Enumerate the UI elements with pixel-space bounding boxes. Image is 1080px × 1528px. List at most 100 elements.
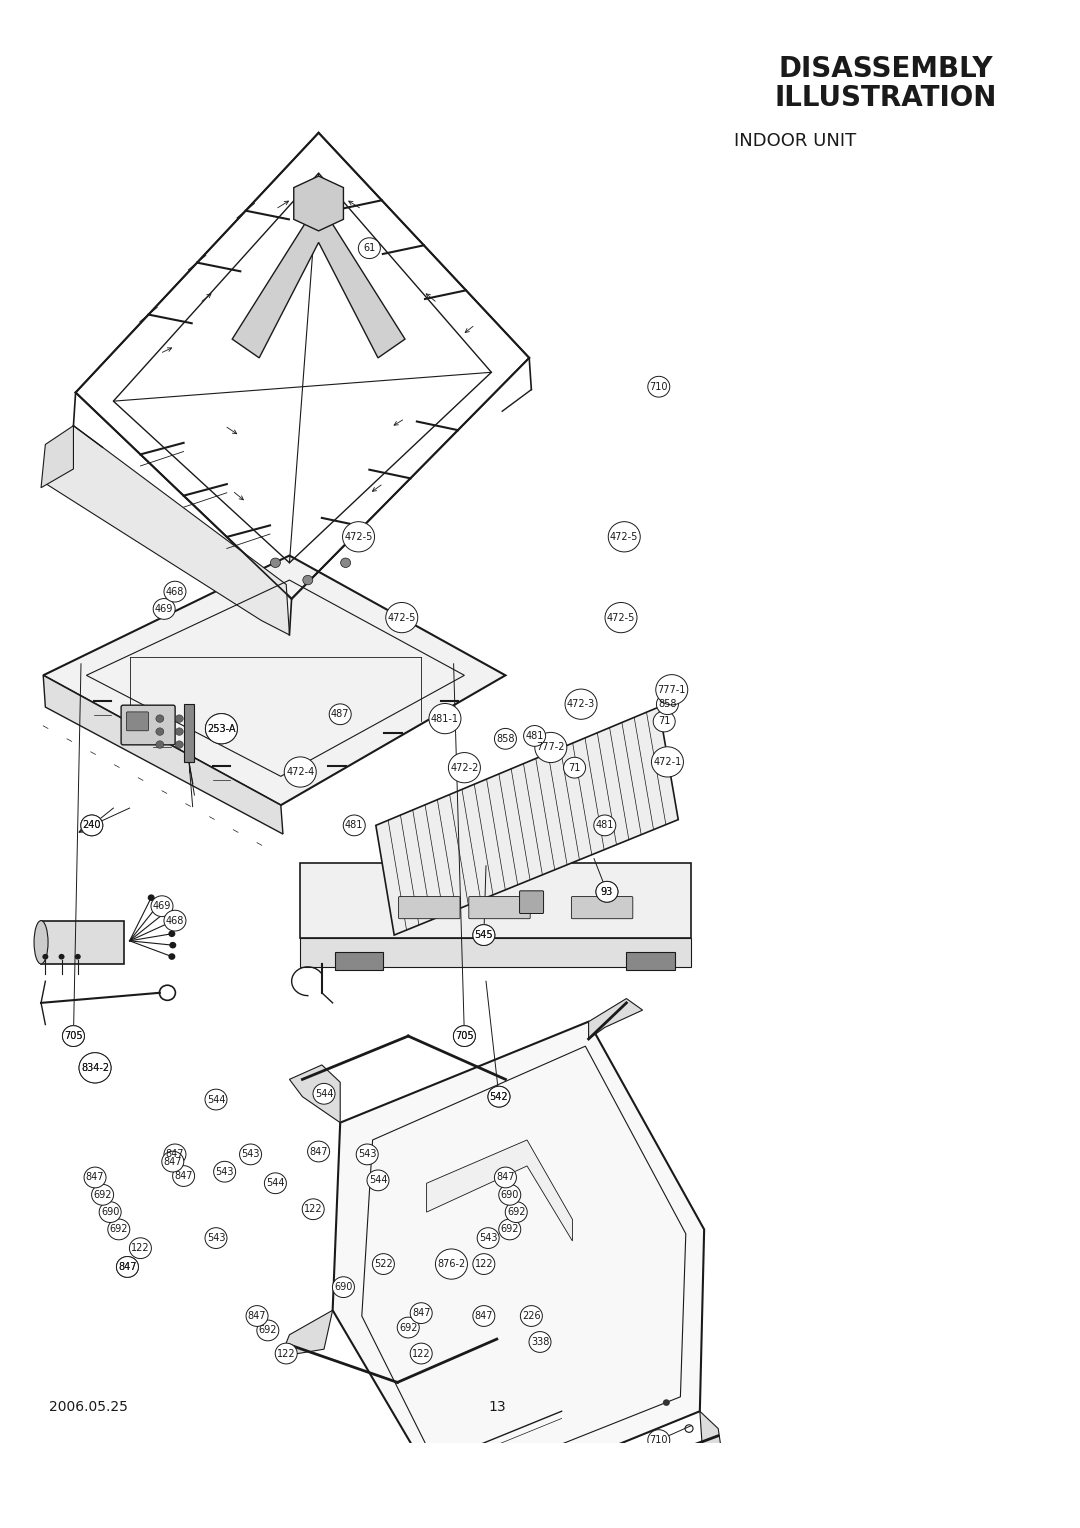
Circle shape xyxy=(454,1025,475,1047)
Circle shape xyxy=(373,1253,394,1274)
Text: 847: 847 xyxy=(247,1311,267,1322)
Circle shape xyxy=(79,1053,111,1083)
Circle shape xyxy=(342,521,375,552)
Text: 468: 468 xyxy=(165,587,185,596)
Text: 847: 847 xyxy=(85,1172,105,1183)
Text: 542: 542 xyxy=(489,1091,509,1102)
Text: 710: 710 xyxy=(649,1435,669,1445)
FancyBboxPatch shape xyxy=(571,897,633,918)
Text: 777-2: 777-2 xyxy=(537,743,565,752)
Text: 692: 692 xyxy=(258,1325,278,1335)
Circle shape xyxy=(608,521,640,552)
Circle shape xyxy=(657,694,678,715)
Circle shape xyxy=(156,715,164,723)
Circle shape xyxy=(473,1305,495,1326)
Text: 692: 692 xyxy=(399,1323,418,1332)
Text: 481: 481 xyxy=(525,730,544,741)
Circle shape xyxy=(240,1144,261,1164)
Text: 847: 847 xyxy=(309,1146,328,1157)
Circle shape xyxy=(164,1144,186,1164)
Circle shape xyxy=(214,1161,235,1183)
Text: 122: 122 xyxy=(131,1244,150,1253)
Text: 542: 542 xyxy=(489,1091,509,1102)
Polygon shape xyxy=(589,999,643,1039)
Circle shape xyxy=(488,1086,510,1108)
Text: 705: 705 xyxy=(64,1031,83,1041)
Circle shape xyxy=(153,599,175,619)
Text: 71: 71 xyxy=(568,762,581,773)
Circle shape xyxy=(99,1201,121,1222)
Circle shape xyxy=(161,909,168,917)
Circle shape xyxy=(356,1144,378,1164)
Circle shape xyxy=(594,814,616,836)
Circle shape xyxy=(454,1025,475,1047)
Circle shape xyxy=(265,1174,286,1193)
Circle shape xyxy=(596,882,618,902)
Circle shape xyxy=(79,1053,111,1083)
Circle shape xyxy=(84,1167,106,1187)
Polygon shape xyxy=(41,921,124,964)
Text: 13: 13 xyxy=(488,1400,505,1413)
Circle shape xyxy=(429,703,461,733)
Polygon shape xyxy=(333,1022,704,1513)
Text: 2006.05.25: 2006.05.25 xyxy=(49,1400,127,1413)
Circle shape xyxy=(495,1167,516,1187)
Polygon shape xyxy=(281,1309,333,1357)
Text: 93: 93 xyxy=(600,886,613,897)
Text: 61: 61 xyxy=(363,243,376,254)
Text: DISASSEMBLY: DISASSEMBLY xyxy=(779,55,993,83)
Circle shape xyxy=(130,1238,151,1259)
Text: 705: 705 xyxy=(455,1031,474,1041)
Circle shape xyxy=(75,953,81,960)
Text: 472-5: 472-5 xyxy=(607,613,635,622)
Circle shape xyxy=(653,711,675,732)
Text: 544: 544 xyxy=(206,1094,226,1105)
Circle shape xyxy=(535,732,567,762)
Text: 122: 122 xyxy=(276,1349,296,1358)
Text: 690: 690 xyxy=(100,1207,120,1218)
Text: 543: 543 xyxy=(215,1167,234,1177)
Circle shape xyxy=(205,714,238,744)
Circle shape xyxy=(284,756,316,787)
Text: 545: 545 xyxy=(474,931,494,940)
Text: 705: 705 xyxy=(64,1031,83,1041)
Circle shape xyxy=(448,753,481,782)
Polygon shape xyxy=(335,952,383,970)
Text: 487: 487 xyxy=(330,709,350,720)
Circle shape xyxy=(168,953,175,960)
Text: 692: 692 xyxy=(93,1190,112,1199)
Polygon shape xyxy=(626,952,675,970)
Circle shape xyxy=(564,758,585,778)
Text: 253-A: 253-A xyxy=(207,724,235,733)
Circle shape xyxy=(108,1219,130,1239)
Circle shape xyxy=(175,727,184,735)
Text: 122: 122 xyxy=(411,1349,431,1358)
Circle shape xyxy=(81,814,103,836)
Text: 472-5: 472-5 xyxy=(345,532,373,542)
Polygon shape xyxy=(41,426,73,487)
Circle shape xyxy=(565,689,597,720)
Text: 240: 240 xyxy=(82,821,102,830)
Circle shape xyxy=(435,1248,468,1279)
Circle shape xyxy=(164,581,186,602)
Circle shape xyxy=(397,1317,419,1339)
Text: 543: 543 xyxy=(241,1149,260,1160)
Polygon shape xyxy=(300,938,691,967)
Circle shape xyxy=(168,931,175,937)
Circle shape xyxy=(63,1025,84,1047)
Text: 544: 544 xyxy=(314,1089,334,1099)
Text: 543: 543 xyxy=(206,1233,226,1244)
Text: 93: 93 xyxy=(600,886,613,897)
Circle shape xyxy=(81,814,103,836)
Circle shape xyxy=(175,715,184,723)
Text: 543: 543 xyxy=(478,1233,498,1244)
Text: 847: 847 xyxy=(411,1308,431,1319)
Circle shape xyxy=(308,1141,329,1161)
Text: 469: 469 xyxy=(152,902,172,911)
Text: 692: 692 xyxy=(109,1224,129,1235)
Circle shape xyxy=(205,1089,227,1109)
Text: 472-3: 472-3 xyxy=(567,700,595,709)
Circle shape xyxy=(117,1256,138,1277)
Circle shape xyxy=(656,675,688,704)
Text: 847: 847 xyxy=(118,1262,137,1271)
